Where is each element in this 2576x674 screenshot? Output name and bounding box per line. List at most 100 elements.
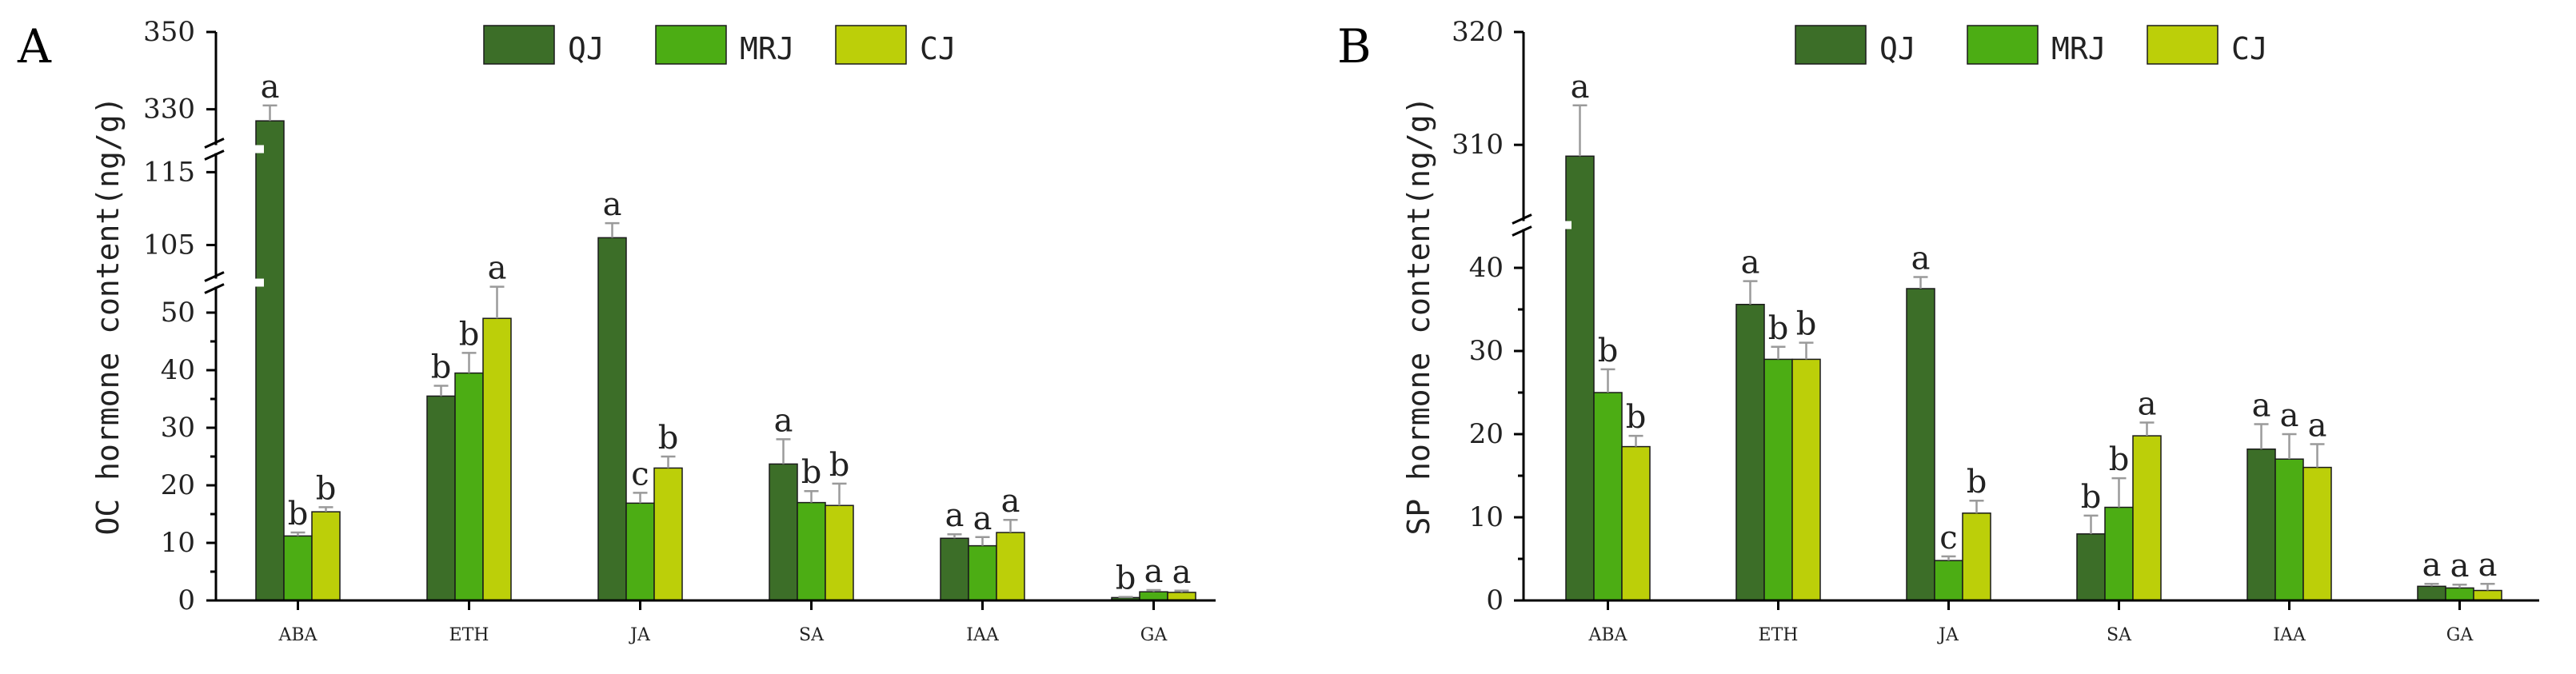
legend-swatch-mrj xyxy=(1967,25,2039,65)
significance-letter: b xyxy=(1768,310,1789,347)
significance-letter: a xyxy=(774,402,793,439)
significance-letter: b xyxy=(1116,560,1136,597)
significance-letter: a xyxy=(1172,554,1192,591)
bar-qj-iaa xyxy=(940,537,969,601)
legend-label-cj: CJ xyxy=(920,31,957,66)
significance-letter: a xyxy=(1571,69,1590,106)
bar-cj-aba xyxy=(1621,445,1651,601)
y-tick-label: 0 xyxy=(178,584,195,616)
significance-letter: b xyxy=(801,454,822,491)
legend-label-mrj: MRJ xyxy=(2051,31,2107,66)
bar-mrj-sa xyxy=(797,501,826,601)
bar-qj-ja xyxy=(597,237,627,601)
bar-cj-iaa xyxy=(996,532,1025,601)
significance-letter: b xyxy=(2081,479,2102,516)
panel-label: B xyxy=(1337,19,1372,74)
significance-letter: a xyxy=(488,250,507,287)
legend: QJ MRJ CJ xyxy=(1795,25,2268,66)
bar-mrj-sa xyxy=(2104,506,2134,601)
x-tick-label: ABA xyxy=(278,625,318,645)
x-tick-label: ETH xyxy=(1759,625,1799,645)
x-tick-label: JA xyxy=(629,625,651,645)
x-tick-label: SA xyxy=(2107,625,2132,645)
bar-cj-iaa xyxy=(2302,466,2332,601)
bar-mrj-iaa xyxy=(968,544,997,601)
axis-break-mark xyxy=(1512,213,1532,225)
y-tick-label: 115 xyxy=(143,156,195,188)
legend-swatch-qj xyxy=(483,25,555,65)
axis-break-mark xyxy=(204,271,225,282)
y-tick-label: 310 xyxy=(1452,129,1504,161)
significance-letter: b xyxy=(288,496,309,532)
significance-letter: b xyxy=(431,349,452,385)
significance-letter: a xyxy=(1741,245,1760,281)
legend-label-qj: QJ xyxy=(1879,31,1916,66)
y-tick-label: 0 xyxy=(1486,584,1504,616)
bar-mrj-ga xyxy=(2445,587,2474,601)
significance-letter: a xyxy=(603,186,622,223)
legend-label-mrj: MRJ xyxy=(740,31,795,66)
y-tick-label: 105 xyxy=(143,229,195,261)
bar-cj-ja xyxy=(1962,512,1991,601)
axis-break-mark xyxy=(204,150,225,161)
significance-letter: b xyxy=(316,470,337,507)
x-tick-label: JA xyxy=(1937,625,1959,645)
bar-mrj-eth xyxy=(454,372,484,601)
y-tick-label: 350 xyxy=(143,16,195,48)
y-tick-label: 330 xyxy=(143,94,195,126)
legend-swatch-qj xyxy=(1795,25,1867,65)
bar-cj-aba xyxy=(311,511,341,601)
bar-qj-ga xyxy=(2417,585,2446,601)
significance-letter: a xyxy=(2478,547,2498,584)
y-tick-label: 30 xyxy=(1469,335,1504,367)
x-tick-label: IAA xyxy=(966,625,1000,645)
significance-letter: c xyxy=(631,456,649,493)
y-axis-title: OC hormone content(ng/g) xyxy=(90,96,126,535)
y-tick-label: 20 xyxy=(161,469,195,501)
bar-cj-ga xyxy=(2473,589,2502,601)
legend-swatch-cj xyxy=(2147,25,2219,65)
x-tick-label: ETH xyxy=(449,625,489,645)
legend-swatch-cj xyxy=(835,25,907,65)
significance-letter: a xyxy=(2450,548,2470,584)
bar-cj-ga xyxy=(1167,592,1196,601)
significance-letter: a xyxy=(2280,397,2299,434)
y-tick-label: 320 xyxy=(1452,16,1504,48)
bar-cj-sa xyxy=(825,505,854,601)
axis-break-mark xyxy=(1512,225,1532,237)
bar-qj-sa xyxy=(769,463,798,601)
axis-break-gap xyxy=(1492,221,1572,229)
bar-qj-aba xyxy=(255,120,285,601)
bar-qj-ja xyxy=(1906,288,1935,601)
significance-letter: a xyxy=(1144,553,1164,590)
significance-letter: a xyxy=(1001,483,1020,520)
significance-letter: b xyxy=(1626,399,1647,436)
bar-qj-iaa xyxy=(2247,448,2276,601)
significance-letter: a xyxy=(973,501,992,537)
legend-label-qj: QJ xyxy=(568,31,605,66)
legend-label-cj: CJ xyxy=(2231,31,2268,66)
y-tick-label: 40 xyxy=(161,354,195,386)
bar-cj-eth xyxy=(482,317,512,601)
significance-letter: b xyxy=(2109,441,2130,478)
significance-letter: a xyxy=(1911,240,1931,277)
bar-cj-eth xyxy=(1791,358,1821,601)
bar-mrj-ga xyxy=(1139,591,1168,601)
panel-label: A xyxy=(17,19,52,74)
y-tick-label: 30 xyxy=(161,412,195,444)
significance-letter: a xyxy=(261,69,280,106)
bar-mrj-ja xyxy=(1934,560,1963,601)
bar-mrj-eth xyxy=(1763,358,1793,601)
significance-letter: c xyxy=(1939,520,1957,556)
x-tick-label: GA xyxy=(1140,625,1168,645)
y-tick-label: 40 xyxy=(1469,252,1504,284)
significance-letter: b xyxy=(1598,333,1619,369)
significance-letter: b xyxy=(1967,464,1987,501)
bar-qj-eth xyxy=(426,395,456,601)
significance-letter: a xyxy=(945,497,965,534)
bar-mrj-iaa xyxy=(2274,458,2304,601)
